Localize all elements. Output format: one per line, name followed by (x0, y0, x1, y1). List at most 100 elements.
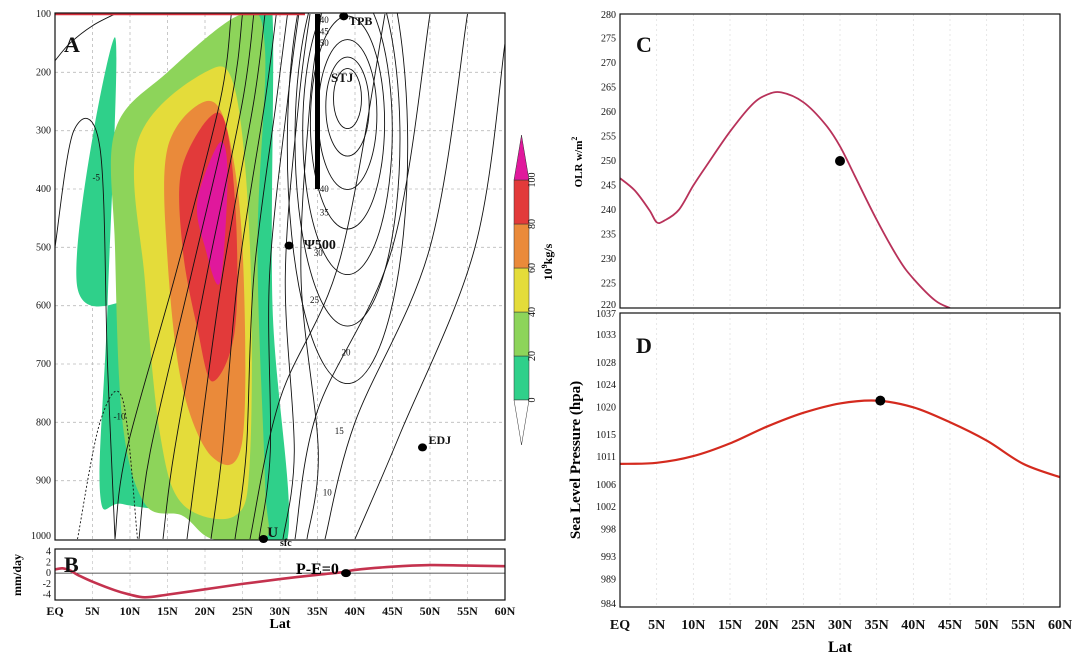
contour-line (55, 13, 116, 61)
colorbar-box (513, 223, 530, 269)
y-tick-label: 260 (601, 107, 616, 118)
contour-label: 10 (323, 487, 333, 497)
panel-c-y-ticks: 280 275 270 265 260 255 250 245 240 235 230 225 220 (601, 10, 616, 311)
y-tick-label: 1000 (31, 531, 51, 542)
panel-b-frame (54, 548, 506, 601)
x-tick-label: EQ (610, 618, 630, 633)
contour-line (300, 13, 322, 540)
contour-line (249, 13, 386, 540)
y-tick-label: 1002 (596, 502, 616, 513)
x-tick-label: 10N (681, 618, 705, 633)
x-tick-label: 40N (901, 618, 925, 633)
y-tick-label: 4 (46, 547, 51, 558)
y-tick-label: 1024 (596, 380, 616, 391)
contour-line (210, 13, 277, 540)
x-tick-label: 20N (195, 604, 216, 618)
colorbar-tick-label: 40 (527, 307, 538, 317)
panel-a-wind-contours (55, 13, 505, 540)
y-tick-label: 230 (601, 254, 616, 265)
y-tick-label: -2 (43, 579, 51, 590)
x-tick-label: 10N (120, 604, 141, 618)
panel-c-ylabel: OLR w/m2 (570, 137, 585, 188)
annotation-Ψ500: Ψ500 (304, 238, 336, 253)
colorbar-box (513, 355, 530, 401)
y-tick-label: 265 (601, 83, 616, 94)
panel-d-slp-line (620, 399, 1060, 479)
y-tick-label: 2 (46, 557, 51, 568)
panel-a-letter: A (64, 32, 80, 57)
panel-a-markers (259, 12, 427, 543)
y-tick-label: 989 (601, 574, 616, 585)
panel-b: 420-2-4 B P-E=0 mm/day EQ 5N 10N 15N 20N 25N 3… (10, 547, 516, 632)
panel-b-pe-line (55, 563, 505, 599)
y-tick-label: 200 (36, 67, 51, 78)
colorbar-tick-label: 60 (527, 263, 538, 273)
colorbar-label: 109kg/s (540, 243, 555, 280)
jet-contour (302, 13, 393, 275)
contour-line (294, 13, 431, 540)
contour-label: 15 (335, 426, 345, 436)
contour-line (324, 13, 468, 540)
contour-label: 40 (320, 15, 330, 25)
panel-b-annotation: P-E=0 (296, 561, 339, 578)
panel-d: 1037 1033 1028 1024 1020 1015 1011 1006 1002 998 9… (568, 309, 1072, 656)
panel-d-y-ticks: 1037 1033 1028 1024 1020 1015 1011 1006 1002 998 9… (596, 309, 616, 610)
y-tick-label: 998 (601, 524, 616, 535)
panel-b-xlabel: Lat (270, 617, 291, 632)
x-tick-label: 55N (457, 604, 478, 618)
y-tick-label: 245 (601, 181, 616, 192)
contour-label: 30 (314, 248, 324, 258)
panel-c-olr-line (620, 91, 951, 308)
y-tick-label: 275 (601, 34, 616, 45)
colorbar-tick-label: 100 (527, 173, 538, 188)
colorbar-tick-label: 0 (527, 398, 538, 403)
contour-line (138, 13, 243, 540)
panel-a-mass-flux-shading (76, 13, 290, 540)
y-tick-label: 255 (601, 132, 616, 143)
contour-line (114, 13, 232, 540)
y-tick-label: 1006 (596, 480, 616, 491)
y-tick-label: 400 (36, 184, 51, 195)
contour-label: -10 (114, 412, 126, 422)
negative-contour (77, 390, 138, 540)
x-tick-label: 60N (1048, 618, 1072, 633)
y-tick-label: 1037 (596, 309, 616, 320)
y-tick-label: 235 (601, 230, 616, 241)
x-tick-label: 30N (270, 604, 291, 618)
x-tick-label: 50N (975, 618, 999, 633)
x-tick-label: 25N (791, 618, 815, 633)
panel-b-y-ticks: 420-2-4 (43, 547, 51, 601)
annotation-U: U (267, 525, 278, 541)
contour-label: 25 (310, 295, 320, 305)
shading-level-100 (196, 141, 228, 285)
y-tick-label: 600 (36, 301, 51, 312)
panel-b-letter: B (64, 552, 79, 577)
marker-Usfc (259, 535, 268, 543)
panel-d-frame (619, 312, 1061, 608)
marker-Psi500 (284, 241, 294, 250)
x-tick-label: 35N (865, 618, 889, 633)
x-tick-label: 25N (232, 604, 253, 618)
panel-a-frame (54, 12, 506, 541)
y-tick-label: 225 (601, 279, 616, 290)
x-tick-label: 5N (85, 604, 100, 618)
y-tick-label: 220 (601, 300, 616, 311)
contour-line (234, 13, 288, 540)
annotation-STJ: STJ (331, 70, 354, 85)
y-tick-label: 280 (601, 10, 616, 21)
colorbar-tick-label: 20 (527, 351, 538, 361)
y-tick-label: 300 (36, 126, 51, 137)
colorbar-bottom-arrow (513, 399, 530, 446)
marker-TPB (339, 12, 349, 21)
y-tick-label: 1020 (596, 402, 616, 413)
panel-b-ylabel: mm/day (10, 554, 24, 596)
panel-b-pe-zero-marker (341, 569, 351, 578)
jet-contour (333, 68, 362, 130)
x-tick-label: 40N (345, 604, 366, 618)
y-tick-label: 240 (601, 205, 616, 216)
x-tick-label: 35N (307, 604, 328, 618)
panel-b-grid (92, 549, 468, 600)
